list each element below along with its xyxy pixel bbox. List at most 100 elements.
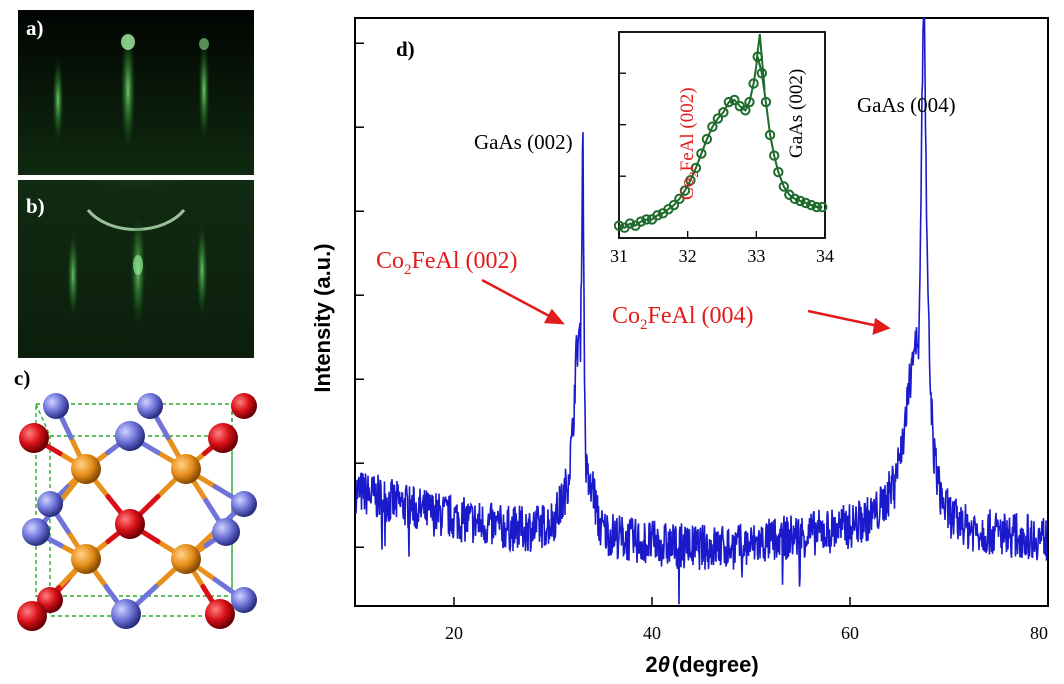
plot-frame <box>354 17 1049 607</box>
y-axis-title: Intensity (a.u.) <box>310 243 335 392</box>
atoms <box>17 393 257 631</box>
inset-data-point <box>641 214 652 225</box>
x-tick-label: 60 <box>841 623 859 643</box>
panel-label-b: b) <box>26 194 45 218</box>
rheed-streak <box>67 230 79 320</box>
inset-data-point <box>707 121 718 132</box>
inset-data-point <box>811 201 822 213</box>
inset-data-point <box>701 133 713 145</box>
inset-data-point <box>817 201 828 213</box>
annotation-gaas-004: GaAs (004) <box>857 93 956 117</box>
x-tick-label: 40 <box>643 623 661 643</box>
inset-data-point <box>756 68 768 79</box>
inset-data-point <box>752 51 763 62</box>
arrow-head <box>872 317 891 335</box>
inset-data-point <box>679 185 691 196</box>
inset-data-point <box>718 107 729 118</box>
annotation-gaas-002: GaAs (002) <box>474 130 573 154</box>
inset-data-point <box>624 218 636 229</box>
atom-red <box>17 601 47 631</box>
atom-blue <box>111 599 141 629</box>
atom-blue <box>43 393 69 419</box>
inset-x-tick-label: 31 <box>610 246 628 266</box>
inset-annotation-cfa-002: Co2FeAl (002) <box>677 87 701 200</box>
inset-data-point <box>696 148 707 159</box>
inset-data-point <box>740 105 751 116</box>
inset-x-tick-label: 33 <box>747 246 765 266</box>
annotation-cfa-002: Co2FeAl (002) <box>376 248 518 278</box>
atom-red <box>19 423 49 453</box>
rheed-a-image <box>18 10 254 175</box>
inset-frame <box>618 31 826 239</box>
main-axis-ticks <box>355 42 1049 606</box>
inset-data-point <box>668 199 680 211</box>
atom-red <box>115 509 145 539</box>
atom-blue <box>137 393 163 419</box>
inset-data-point <box>685 175 696 186</box>
rheed-streak <box>196 220 208 320</box>
main-x-tick-labels: 20 40 60 80 <box>445 623 1048 643</box>
atom-orange <box>171 454 201 484</box>
inset-points <box>613 51 828 233</box>
annotation-cfa-004: Co2FeAl (004) <box>612 303 754 333</box>
arrow-cfa-002 <box>481 278 554 320</box>
atom-red <box>205 599 235 629</box>
inset-data-point <box>635 216 647 227</box>
inset-data-point <box>674 193 685 205</box>
rheed-spot <box>133 255 143 275</box>
inset-x-tick-label: 34 <box>816 246 834 266</box>
inset-data-point <box>690 162 702 174</box>
xrd-series-line <box>355 17 1048 605</box>
atom-orange <box>71 544 101 574</box>
x-tick-label: 80 <box>1030 623 1048 643</box>
inset-data-point <box>723 96 735 108</box>
inset-data-point <box>806 199 817 211</box>
atom-red <box>208 423 238 453</box>
inset-data-point <box>744 96 755 108</box>
inset-data-point <box>764 129 776 141</box>
inset-data-point <box>789 193 800 205</box>
rheed-streak <box>198 35 210 145</box>
atom-blue <box>115 421 145 451</box>
atom-orange <box>71 454 101 484</box>
panel-label-a: a) <box>26 16 44 40</box>
atom-blue <box>22 518 50 546</box>
crystal-structure-image <box>17 393 257 631</box>
atom-blue <box>231 587 257 613</box>
atom-blue <box>212 518 240 546</box>
inset-data-point <box>748 78 759 89</box>
inset-annotation-gaas-002: GaAs (002) <box>786 69 807 158</box>
x-axis-title: 2θ(degree) <box>645 652 758 677</box>
inset-x-tick-labels: 31 32 33 34 <box>610 246 834 266</box>
arrow-head <box>543 308 565 325</box>
rheed-pattern-a: a) <box>18 10 254 175</box>
inset-data-point <box>795 195 806 207</box>
rheed-b-image <box>18 180 254 358</box>
inset-chart: 31 32 33 34 Co2FeAl (002) GaAs (002) <box>610 31 834 266</box>
inset-data-point <box>760 96 772 108</box>
inset-data-point <box>768 150 780 161</box>
arrow-cfa-004 <box>807 309 879 328</box>
inset-data-point <box>729 94 740 106</box>
rheed-streak <box>52 55 64 145</box>
rheed-streak <box>120 25 136 155</box>
panel-label-d: d) <box>396 37 415 61</box>
atom-blue <box>37 491 63 517</box>
inset-data-point <box>652 210 663 221</box>
annotation-arrows <box>481 278 891 335</box>
inset-data-point <box>778 181 789 192</box>
rheed-spot <box>121 34 135 50</box>
rheed-pattern-b: b) <box>18 180 254 358</box>
inset-data-point <box>712 113 724 124</box>
crystal-structure: c) <box>8 364 258 646</box>
inset-data-point <box>800 197 811 209</box>
rheed-spot <box>199 38 209 50</box>
x-tick-label: 20 <box>445 623 463 643</box>
inset-data-point <box>613 220 625 231</box>
panel-label-c: c) <box>14 366 31 390</box>
inset-x-tick-label: 32 <box>679 246 697 266</box>
atom-orange <box>171 544 201 574</box>
atom-red <box>231 393 257 419</box>
inset-data-point <box>773 166 784 178</box>
